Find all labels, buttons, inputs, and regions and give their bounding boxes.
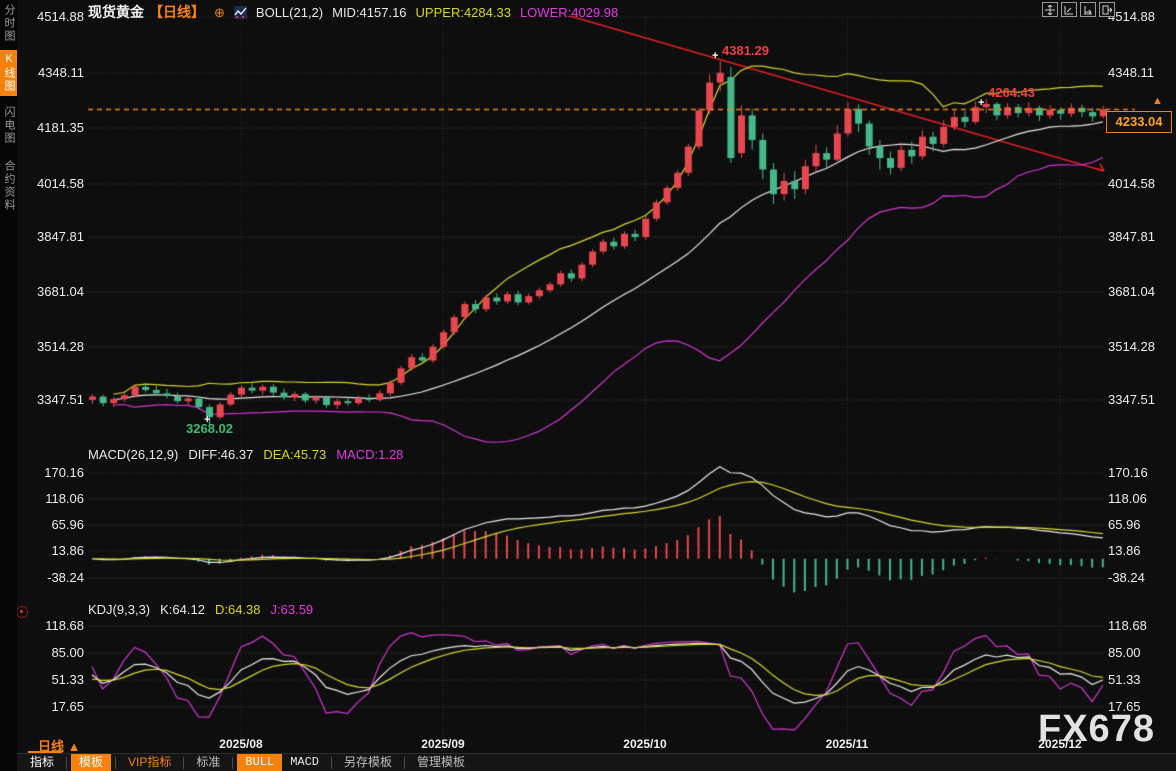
period-underline bbox=[28, 751, 62, 754]
indicator-dot-icon[interactable] bbox=[16, 606, 28, 618]
kdj-j-value: J:63.59 bbox=[270, 602, 314, 617]
macd-axis-label: 118.06 bbox=[45, 491, 84, 506]
divider bbox=[331, 756, 333, 769]
kdj-axis-label: 85.00 bbox=[1108, 645, 1141, 660]
symbol-title: 现货黄金 bbox=[88, 4, 144, 20]
price-axis-label: 4514.88 bbox=[37, 9, 84, 24]
tab-vip-indicators[interactable]: VIP指标 bbox=[128, 755, 172, 769]
tab-indicators[interactable]: 指标 bbox=[30, 755, 55, 769]
macd-axis-label: 13.86 bbox=[1108, 543, 1141, 558]
x-axis-month-label: 2025/10 bbox=[623, 737, 667, 751]
macd-diff-value: DIFF:46.37 bbox=[188, 447, 254, 462]
x-axis-month-label: 2025/12 bbox=[1038, 737, 1082, 751]
x-axis-month-label: 2025/08 bbox=[219, 737, 263, 751]
macd-axis-label: 118.06 bbox=[1108, 491, 1147, 506]
macd-axis-label: 170.16 bbox=[44, 465, 84, 480]
boll-lower-value: LOWER:4029.98 bbox=[519, 4, 619, 20]
fx678-watermark: FX678 bbox=[1038, 708, 1155, 750]
x-axis-month-label: 2025/09 bbox=[421, 737, 465, 751]
chart-header: 现货黄金 【日线】 ⊕ BOLL(21,2) MID:4157.16 UPPER… bbox=[88, 2, 618, 22]
left-tab-rail: 分时图 K线图 闪电图 合约资料 bbox=[0, 0, 17, 771]
second-high-annotation: 4264.43 bbox=[988, 85, 1035, 100]
divider bbox=[115, 756, 117, 769]
price-axis-label: 3514.28 bbox=[1108, 339, 1155, 354]
kdj-axis-label: 118.68 bbox=[1108, 618, 1147, 633]
price-axis-label: 3681.04 bbox=[37, 284, 84, 299]
price-axis-label: 4014.58 bbox=[37, 176, 84, 191]
move-crosshair-icon[interactable] bbox=[1042, 2, 1058, 17]
divider bbox=[66, 756, 68, 769]
period-label: 日线 bbox=[38, 739, 65, 754]
tab-bull-template[interactable]: BULL bbox=[237, 754, 283, 771]
macd-axis-label: -38.24 bbox=[1108, 570, 1145, 585]
kdj-axis-label: 118.68 bbox=[45, 618, 84, 633]
divider bbox=[232, 756, 234, 769]
macd-title: MACD(26,12,9) bbox=[88, 447, 179, 462]
low-price-annotation: 3268.02 bbox=[186, 421, 233, 436]
price-axis-label: 4181.35 bbox=[37, 120, 84, 135]
high-point-marker: + bbox=[712, 50, 719, 62]
boll-mid-value: MID:4157.16 bbox=[332, 4, 407, 20]
current-price-box: 4233.04 bbox=[1106, 111, 1172, 133]
chart-toolbar-icons bbox=[1042, 2, 1115, 17]
price-axis-label: 4348.11 bbox=[37, 65, 84, 80]
price-axis-label: 3514.28 bbox=[37, 339, 84, 354]
kdj-axis-label: 17.65 bbox=[51, 699, 84, 714]
divider bbox=[404, 756, 406, 769]
macd-macd-value: MACD:1.28 bbox=[336, 447, 404, 462]
macd-axis-label: -38.24 bbox=[47, 570, 84, 585]
add-indicator-icon[interactable]: ⊕ bbox=[214, 4, 225, 20]
bottom-toolbar: 指标 模板 VIP指标 标准 BULL MACD 另存模板 管理模板 bbox=[0, 753, 1176, 771]
period-arrow-icon: ▲ bbox=[67, 739, 81, 754]
macd-axis-label: 13.86 bbox=[51, 543, 84, 558]
price-axis-label: 3347.51 bbox=[37, 392, 84, 407]
kdj-axis-label: 85.00 bbox=[51, 645, 84, 660]
kdj-title: KDJ(9,3,3) bbox=[88, 602, 151, 617]
kdj-k-value: K:64.12 bbox=[160, 602, 205, 617]
kdj-header: KDJ(9,3,3) K:64.12 D:64.38 J:63.59 bbox=[88, 602, 313, 617]
price-axis-label: 3347.51 bbox=[1108, 392, 1155, 407]
detach-window-icon[interactable] bbox=[1099, 2, 1115, 17]
macd-axis-label: 65.96 bbox=[51, 517, 84, 532]
macd-dea-value: DEA:45.73 bbox=[263, 447, 327, 462]
tab-standard[interactable]: 标准 bbox=[196, 755, 221, 769]
kdj-axis-label: 51.33 bbox=[1108, 672, 1141, 687]
kdj-axis-label: 51.33 bbox=[51, 672, 84, 687]
macd-axis-label: 65.96 bbox=[1108, 517, 1141, 532]
price-axis-label: 3847.81 bbox=[37, 229, 84, 244]
price-axis-label: 3681.04 bbox=[1108, 284, 1155, 299]
x-axis-month-label: 2025/11 bbox=[825, 737, 869, 751]
tab-templates[interactable]: 模板 bbox=[71, 754, 112, 771]
high-price-annotation: 4381.29 bbox=[722, 43, 769, 58]
boll-indicator-label: BOLL(21,2) bbox=[255, 4, 324, 20]
price-axis-label: 4514.88 bbox=[1108, 9, 1155, 24]
price-axis-label: 4348.11 bbox=[1108, 65, 1155, 80]
price-axis-label: 3847.81 bbox=[1108, 229, 1155, 244]
mini-chart-icon[interactable] bbox=[233, 5, 247, 19]
axis-scale-left-icon[interactable] bbox=[1061, 2, 1077, 17]
tab-macd-template[interactable]: MACD bbox=[290, 755, 320, 769]
kdj-d-value: D:64.38 bbox=[214, 602, 261, 617]
sidebar-item-contract-info[interactable]: 合约资料 bbox=[3, 160, 15, 212]
period-tag: 【日线】 bbox=[149, 4, 205, 20]
divider bbox=[183, 756, 185, 769]
sidebar-item-timeshare[interactable]: 分时图 bbox=[3, 4, 15, 43]
tab-manage-templates[interactable]: 管理模板 bbox=[417, 755, 466, 769]
sidebar-item-lightning[interactable]: 闪电图 bbox=[3, 106, 15, 145]
kdj-axis-label: 17.65 bbox=[1108, 699, 1141, 714]
low-point-marker: + bbox=[204, 414, 211, 426]
tab-save-template[interactable]: 另存模板 bbox=[344, 755, 393, 769]
axis-scale-right-icon[interactable] bbox=[1080, 2, 1096, 17]
price-flag-icon: ▲ bbox=[1152, 95, 1163, 107]
macd-axis-label: 170.16 bbox=[1108, 465, 1148, 480]
sidebar-item-kline[interactable]: K线图 bbox=[0, 50, 17, 96]
macd-header: MACD(26,12,9) DIFF:46.37 DEA:45.73 MACD:… bbox=[88, 447, 403, 462]
price-axis-label: 4014.58 bbox=[1108, 176, 1155, 191]
period-selector[interactable]: 日线 ▲ bbox=[38, 736, 81, 755]
boll-upper-value: UPPER:4284.33 bbox=[415, 4, 511, 20]
second-high-marker: + bbox=[978, 97, 985, 109]
